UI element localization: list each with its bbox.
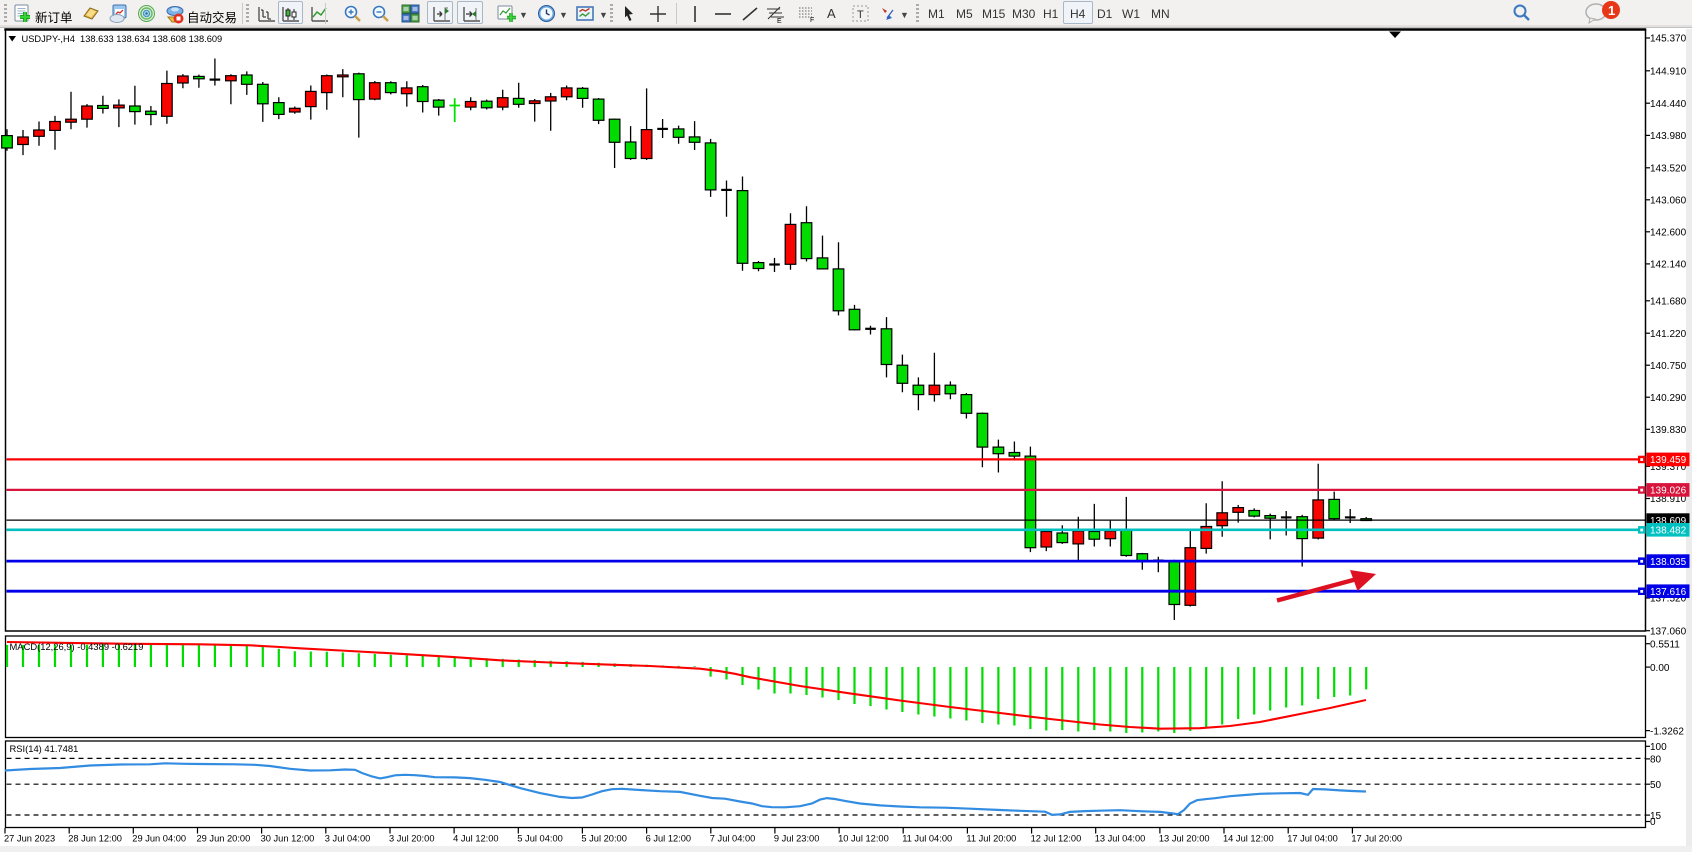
svg-text:RSI(14) 41.7481: RSI(14) 41.7481	[10, 743, 79, 754]
svg-text:30 Jun 12:00: 30 Jun 12:00	[261, 834, 315, 844]
svg-text:138.609: 138.609	[1650, 516, 1687, 527]
svg-text:15: 15	[1650, 811, 1662, 822]
svg-text:141.680: 141.680	[1650, 297, 1687, 308]
svg-text:28 Jun 12:00: 28 Jun 12:00	[68, 834, 122, 844]
svg-text:9 Jul 23:00: 9 Jul 23:00	[774, 834, 820, 844]
svg-text:1: 1	[1608, 3, 1615, 18]
svg-text:17 Jul 04:00: 17 Jul 04:00	[1287, 834, 1338, 844]
svg-text:140.750: 140.750	[1650, 361, 1687, 372]
svg-text:142.600: 142.600	[1650, 228, 1687, 239]
svg-text:145.370: 145.370	[1650, 34, 1687, 45]
svg-text:3 Jul 20:00: 3 Jul 20:00	[389, 834, 435, 844]
svg-text:137.060: 137.060	[1650, 626, 1687, 637]
svg-text:T: T	[857, 9, 864, 21]
svg-text:5 Jul 20:00: 5 Jul 20:00	[581, 834, 627, 844]
svg-text:138.035: 138.035	[1650, 557, 1687, 568]
svg-text:-1.3262: -1.3262	[1650, 726, 1684, 737]
svg-text:E: E	[777, 18, 782, 24]
svg-text:50: 50	[1650, 780, 1662, 791]
svg-text:11 Jul 20:00: 11 Jul 20:00	[966, 834, 1016, 844]
svg-text:144.910: 144.910	[1650, 67, 1687, 78]
svg-text:0: 0	[1650, 817, 1656, 828]
svg-text:139.026: 139.026	[1650, 486, 1687, 497]
svg-text:4 Jul 12:00: 4 Jul 12:00	[453, 834, 499, 844]
svg-text:137.520: 137.520	[1650, 594, 1687, 605]
svg-text:7 Jul 04:00: 7 Jul 04:00	[710, 834, 756, 844]
svg-text:100: 100	[1650, 742, 1667, 753]
svg-text:143.060: 143.060	[1650, 196, 1687, 207]
svg-text:143.520: 143.520	[1650, 164, 1687, 175]
svg-text:F: F	[810, 17, 814, 24]
svg-text:143.980: 143.980	[1650, 131, 1687, 142]
svg-text:6 Jul 12:00: 6 Jul 12:00	[646, 834, 692, 844]
svg-text:10 Jul 12:00: 10 Jul 12:00	[838, 834, 889, 844]
svg-text:13 Jul 04:00: 13 Jul 04:00	[1095, 834, 1146, 844]
svg-text:14 Jul 12:00: 14 Jul 12:00	[1223, 834, 1274, 844]
svg-text:141.220: 141.220	[1650, 329, 1687, 340]
svg-text:138.482: 138.482	[1650, 526, 1687, 537]
svg-text:144.440: 144.440	[1650, 99, 1687, 110]
svg-text:3 Jul 04:00: 3 Jul 04:00	[325, 834, 371, 844]
svg-text:29 Jun 20:00: 29 Jun 20:00	[197, 834, 251, 844]
svg-text:5 Jul 04:00: 5 Jul 04:00	[517, 834, 563, 844]
svg-text:17 Jul 20:00: 17 Jul 20:00	[1351, 834, 1402, 844]
svg-text:137.616: 137.616	[1650, 587, 1687, 598]
svg-text:142.140: 142.140	[1650, 260, 1687, 271]
svg-text:USDJPY-,H4 138.633 138.634 13: USDJPY-,H4 138.633 138.634 138.608 138.6…	[22, 34, 223, 44]
svg-text:140.290: 140.290	[1650, 393, 1687, 404]
svg-text:139.830: 139.830	[1650, 425, 1687, 436]
svg-text:138.910: 138.910	[1650, 494, 1687, 505]
svg-text:12 Jul 12:00: 12 Jul 12:00	[1031, 834, 1082, 844]
svg-text:139.459: 139.459	[1650, 455, 1687, 466]
svg-text:13 Jul 20:00: 13 Jul 20:00	[1159, 834, 1210, 844]
svg-text:0.00: 0.00	[1650, 663, 1670, 674]
svg-text:139.370: 139.370	[1650, 462, 1687, 473]
svg-text:MACD(12,26,9) -0.4389 -0.6219: MACD(12,26,9) -0.4389 -0.6219	[10, 641, 144, 652]
svg-text:80: 80	[1650, 755, 1662, 766]
svg-text:11 Jul 04:00: 11 Jul 04:00	[902, 834, 952, 844]
svg-text:29 Jun 04:00: 29 Jun 04:00	[132, 834, 186, 844]
svg-text:0.5511: 0.5511	[1650, 639, 1680, 650]
svg-text:27 Jun 2023: 27 Jun 2023	[4, 834, 55, 844]
